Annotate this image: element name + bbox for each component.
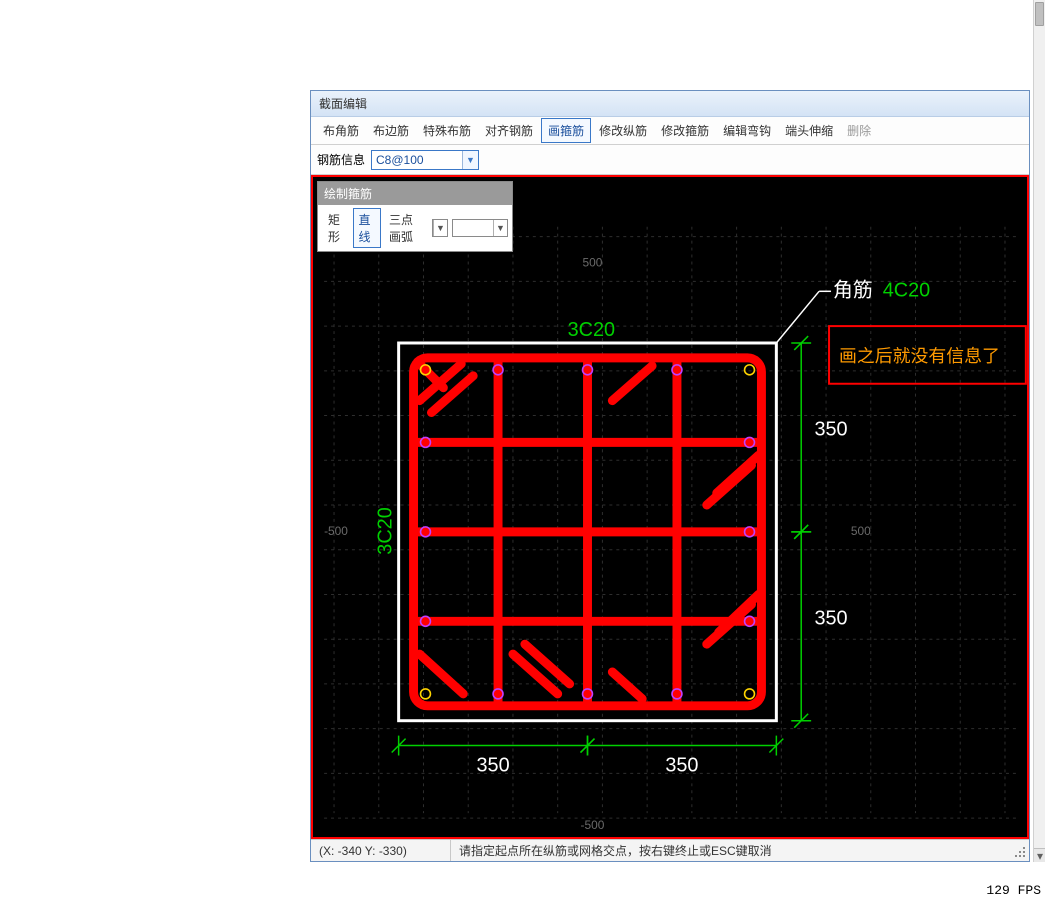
draw-stirrup-panel-title[interactable]: 绘制箍筋	[318, 182, 512, 205]
svg-text:350: 350	[665, 754, 698, 776]
status-coords: (X: -340 Y: -330)	[311, 840, 451, 861]
dropdown-icon[interactable]: ▼	[433, 220, 447, 236]
svg-text:500: 500	[851, 524, 871, 538]
arc-combo[interactable]: ▼	[432, 219, 448, 237]
cad-svg[interactable]: 500 -500 500 -500 角筋 4C20 350 350 350 350 3C20 3C20…	[313, 177, 1027, 837]
dropdown-icon[interactable]: ▼	[462, 151, 478, 169]
toolbar: 布角筋布边筋特殊布筋对齐钢筋画箍筋修改纵筋修改箍筋编辑弯钩端头伸缩删除	[311, 117, 1029, 145]
status-bar: (X: -340 Y: -330) 请指定起点所在纵筋或网格交点，按右键终止或E…	[311, 839, 1029, 861]
status-hint: 请指定起点所在纵筋或网格交点，按右键终止或ESC键取消	[451, 840, 1011, 861]
scrollbar-thumb[interactable]	[1035, 2, 1044, 26]
toolbar-btn-6[interactable]: 修改箍筋	[655, 119, 715, 142]
shape-btn[interactable]: 三点画弧	[383, 208, 428, 248]
toolbar-btn-7[interactable]: 编辑弯钩	[717, 119, 777, 142]
svg-text:角筋: 角筋	[833, 279, 873, 301]
toolbar-btn-3[interactable]: 对齐钢筋	[479, 119, 539, 142]
fps-counter: 129 FPS	[986, 883, 1041, 898]
toolbar-btn-0[interactable]: 布角筋	[317, 119, 365, 142]
svg-text:350: 350	[814, 607, 847, 629]
window-titlebar[interactable]: 截面编辑	[311, 91, 1029, 117]
vertical-scrollbar[interactable]: ▾	[1033, 0, 1045, 862]
toolbar-btn-5[interactable]: 修改纵筋	[593, 119, 653, 142]
dropdown-icon[interactable]: ▼	[493, 220, 507, 236]
svg-text:500: 500	[583, 255, 603, 269]
svg-text:350: 350	[477, 754, 510, 776]
resize-grip-icon[interactable]	[1011, 840, 1029, 861]
draw-stirrup-panel[interactable]: 绘制箍筋 矩形直线三点画弧 ▼ ▼	[317, 181, 513, 252]
toolbar-btn-9[interactable]: 删除	[841, 119, 877, 142]
drawing-canvas[interactable]: 绘制箍筋 矩形直线三点画弧 ▼ ▼ 500 -500 500 -500 角筋 4C20 35…	[311, 175, 1029, 839]
svg-text:画之后就没有信息了: 画之后就没有信息了	[839, 346, 1000, 366]
rebar-info-row: 钢筋信息 ▼	[311, 145, 1029, 175]
toolbar-btn-1[interactable]: 布边筋	[367, 119, 415, 142]
extra-combo[interactable]: ▼	[452, 219, 508, 237]
section-editor-window: 截面编辑 布角筋布边筋特殊布筋对齐钢筋画箍筋修改纵筋修改箍筋编辑弯钩端头伸缩删除…	[310, 90, 1030, 862]
rebar-info-input[interactable]	[372, 151, 462, 169]
svg-text:-500: -500	[324, 524, 348, 538]
toolbar-btn-2[interactable]: 特殊布筋	[417, 119, 477, 142]
rebar-info-label: 钢筋信息	[317, 151, 365, 168]
svg-text:3C20: 3C20	[375, 507, 397, 554]
shape-btn[interactable]: 矩形	[322, 208, 351, 248]
toolbar-btn-4[interactable]: 画箍筋	[541, 118, 591, 143]
svg-text:3C20: 3C20	[568, 319, 615, 341]
toolbar-btn-8[interactable]: 端头伸缩	[779, 119, 839, 142]
extra-combo-input[interactable]	[453, 220, 493, 236]
svg-text:350: 350	[814, 418, 847, 440]
rebar-info-combo[interactable]: ▼	[371, 150, 479, 170]
svg-text:4C20: 4C20	[883, 279, 930, 301]
window-title: 截面编辑	[319, 95, 367, 112]
shape-btn[interactable]: 直线	[353, 208, 382, 248]
svg-text:-500: -500	[581, 818, 605, 832]
scrollbar-down-icon[interactable]: ▾	[1034, 848, 1045, 862]
